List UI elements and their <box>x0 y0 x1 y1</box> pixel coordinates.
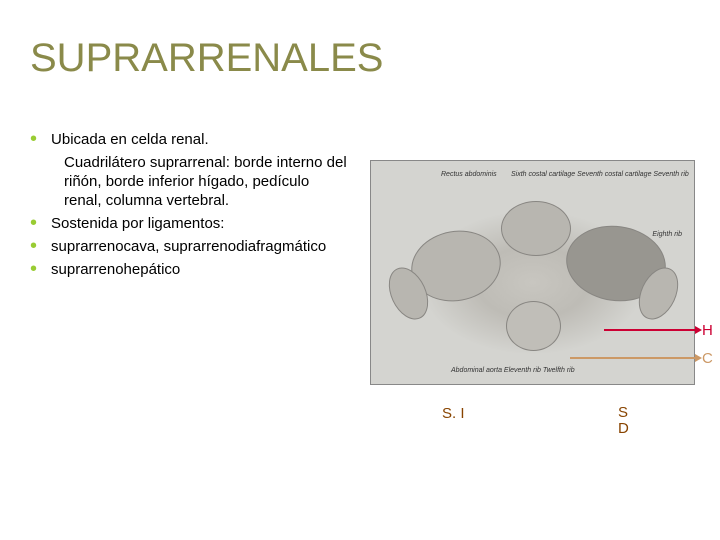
annotation-si: S. I <box>442 405 465 422</box>
list-item: • suprarrenocava, suprarrenodiafragmátic… <box>30 237 350 256</box>
organ-shape <box>506 301 561 351</box>
list-item: • suprarrenohepático <box>30 260 350 279</box>
arrow-h-icon <box>604 329 696 331</box>
page-title: SUPRARRENALES <box>30 36 383 81</box>
diagram-side-label: Eighth rib <box>652 231 682 238</box>
bullet-icon: • <box>30 214 37 232</box>
list-item: • Ubicada en celda renal. <box>30 130 350 149</box>
list-item-continuation: Cuadrilátero suprarrenal: borde interno … <box>64 153 350 210</box>
list-item-text: suprarrenohepático <box>51 260 180 279</box>
bullet-icon: • <box>30 260 37 278</box>
list-item: • Sostenida por ligamentos: <box>30 214 350 233</box>
diagram-bottom-label: Abdominal aorta Eleventh rib Twelfth rib <box>451 367 575 374</box>
list-item-text: Sostenida por ligamentos: <box>51 214 224 233</box>
list-item-text: Ubicada en celda renal. <box>51 130 209 149</box>
organ-shape <box>501 201 571 256</box>
annotation-c: C <box>702 350 713 367</box>
bullet-icon: • <box>30 130 37 148</box>
diagram-top-label-left: Rectus abdominis <box>441 171 497 178</box>
bullet-list: • Ubicada en celda renal. Cuadrilátero s… <box>30 130 350 283</box>
diagram-top-label-right: Sixth costal cartilage Seventh costal ca… <box>511 171 689 178</box>
annotation-sd: S D <box>618 405 629 437</box>
diagram-background: Rectus abdominis Sixth costal cartilage … <box>381 171 684 374</box>
bullet-icon: • <box>30 237 37 255</box>
arrow-c-icon <box>570 357 696 359</box>
anatomy-diagram: Rectus abdominis Sixth costal cartilage … <box>370 160 695 385</box>
annotation-h: H <box>702 322 713 339</box>
list-item-text: suprarrenocava, suprarrenodiafragmático <box>51 237 326 256</box>
